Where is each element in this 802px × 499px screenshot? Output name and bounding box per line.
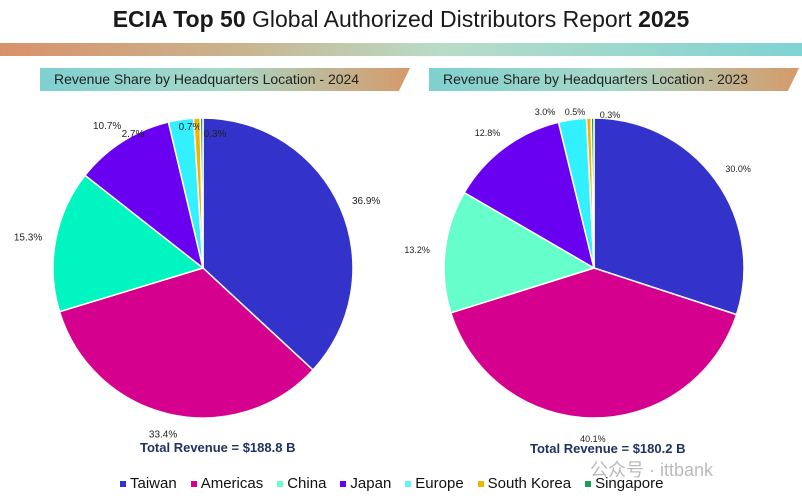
data-label: 13.2% xyxy=(404,245,430,255)
legend-item: Americas xyxy=(190,475,264,492)
data-label: 30.0% xyxy=(725,164,751,174)
legend-label: Taiwan xyxy=(130,475,177,492)
legend-item: Europe xyxy=(405,475,464,492)
legend-swatch xyxy=(340,480,347,487)
legend-label: South Korea xyxy=(487,475,572,492)
data-label: 10.7% xyxy=(93,121,121,132)
title-text: Global Authorized Distributors Report xyxy=(245,6,639,32)
gradient-band xyxy=(0,43,802,56)
slice-americas xyxy=(58,267,315,419)
slice-singapore xyxy=(199,117,204,269)
total-revenue-2024: Total Revenue = $188.8 B xyxy=(140,440,296,455)
legend-swatch xyxy=(585,480,592,487)
legend-label: Americas xyxy=(200,475,264,492)
legend-label: Japan xyxy=(350,475,392,492)
legend-item: Singapore xyxy=(585,475,663,492)
report-title: ECIA Top 50 Global Authorized Distributo… xyxy=(0,6,802,33)
chart-title-2023: Revenue Share by Headquarters Location -… xyxy=(429,68,799,91)
legend-label: Europe xyxy=(415,475,464,492)
legend-item: Taiwan xyxy=(120,475,177,492)
legend-swatch xyxy=(120,480,126,487)
slice-china xyxy=(52,174,205,313)
legend-swatch xyxy=(477,480,484,487)
slice-americas xyxy=(449,267,738,419)
total-revenue-2023: Total Revenue = $180.2 B xyxy=(530,441,686,456)
legend-item: Japan xyxy=(340,475,391,492)
data-label: 0.3% xyxy=(204,129,227,140)
data-label: 3.0% xyxy=(535,107,556,117)
data-label: 0.5% xyxy=(565,107,586,117)
title-year: 2025 xyxy=(638,6,690,32)
slice-japan xyxy=(463,121,596,270)
legend-swatch xyxy=(405,480,412,487)
data-label: 0.7% xyxy=(179,122,202,133)
data-label: 33.4% xyxy=(149,430,177,441)
slice-china xyxy=(443,191,596,314)
title-bold-prefix: ECIA Top 50 xyxy=(112,6,246,32)
chart-title-2024: Revenue Share by Headquarters Location -… xyxy=(40,68,410,91)
legend-label: China xyxy=(287,475,327,492)
slice-taiwan xyxy=(202,117,354,372)
watermark: 公众号 · ittbank xyxy=(590,460,714,480)
legend-item: China xyxy=(277,475,326,492)
data-label: 2.7% xyxy=(122,129,145,140)
data-label: 36.9% xyxy=(352,196,380,207)
data-label: 0.3% xyxy=(600,110,621,120)
data-label: 40.1% xyxy=(580,434,606,444)
slice-singapore xyxy=(590,117,595,269)
slice-japan xyxy=(84,121,205,270)
data-label: 12.8% xyxy=(475,128,501,138)
legend-item: South Korea xyxy=(477,475,572,492)
data-label: 15.3% xyxy=(14,233,42,244)
legend-label: Singapore xyxy=(595,475,664,492)
legend: Taiwan Americas China Japan Europe South Kore… xyxy=(120,475,663,492)
legend-swatch xyxy=(277,480,284,487)
slice-taiwan xyxy=(593,117,745,316)
legend-swatch xyxy=(190,480,197,487)
